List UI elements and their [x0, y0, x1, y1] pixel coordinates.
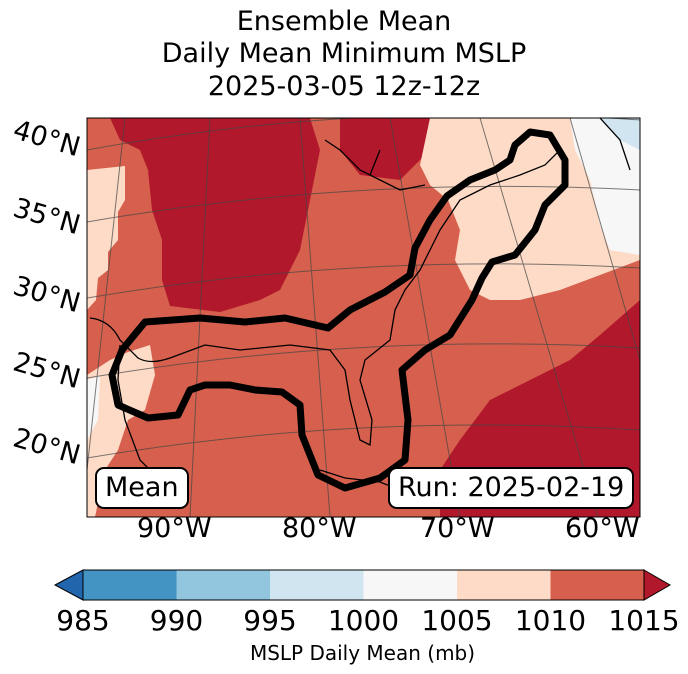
colorbar-segment-995-1000: [270, 570, 364, 600]
colorbar-label: MSLP Daily Mean (mb): [249, 641, 476, 665]
colorbar-tick-1015: 1015: [608, 604, 680, 637]
pressure-field-1010-1015-north: [110, 118, 320, 312]
run-date-box: Run: 2025-02-19: [388, 467, 635, 509]
colorbar-segment-1010-1015: [550, 570, 644, 600]
mean-label-box: Mean: [95, 467, 189, 509]
colorbar-tick-985: 985: [56, 604, 110, 637]
colorbar-segment-1005-1010: [457, 570, 551, 600]
lon-label-90: 90°W: [137, 513, 212, 544]
colorbar-tick-1005: 1005: [421, 604, 493, 637]
colorbar-tick-990: 990: [149, 604, 204, 637]
colorbar-border: [82, 569, 645, 601]
colorbar-segment-990-995: [176, 570, 270, 600]
pressure-field-1010-1015-northeast: [340, 118, 445, 180]
title-line-2: Daily Mean Minimum MSLP: [161, 38, 527, 69]
title-line-3: 2025-03-05 12z-12z: [207, 71, 481, 102]
colorbar-segment-1000-1005: [363, 570, 457, 600]
lon-label-80: 80°W: [282, 513, 357, 544]
colorbar-tick-1000: 1000: [327, 604, 400, 637]
colorbar-segment-985-990: [83, 570, 177, 600]
title-line-1: Ensemble Mean: [236, 6, 452, 37]
pressure-field-1010-1015-southeast: [440, 300, 640, 517]
lon-label-60: 60°W: [565, 513, 640, 544]
colorbar-tick-1010: 1010: [514, 604, 587, 637]
map-border: [86, 117, 641, 518]
pressure-field-990-995-northeast: [600, 118, 640, 150]
colorbar-extend-low: [53, 569, 84, 601]
colorbar-extend-high: [643, 569, 672, 601]
pressure-field-995-1000-northeast: [570, 118, 640, 255]
colorbar-tick-995: 995: [243, 604, 297, 637]
pressure-contour: [108, 128, 569, 492]
lon-label-70: 70°W: [420, 513, 495, 544]
